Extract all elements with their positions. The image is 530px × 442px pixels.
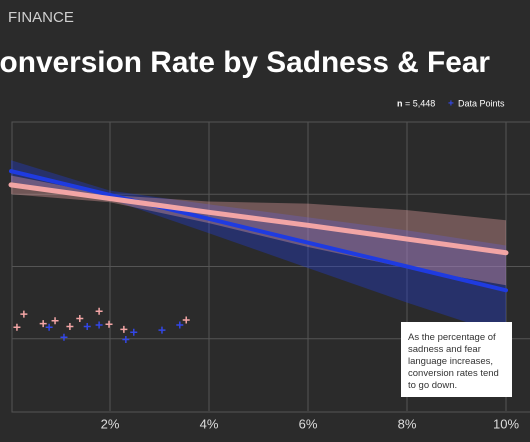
sample-size-label: n — [397, 98, 403, 108]
data-point — [95, 307, 103, 315]
legend-symbol: + — [448, 99, 454, 110]
data-point — [158, 326, 166, 334]
annotation: As the percentage of sadness and fear la… — [401, 322, 512, 397]
data-point — [60, 333, 68, 341]
sample-size-value: = 5,448 — [405, 98, 435, 108]
data-point — [122, 335, 130, 343]
x-tick-label: 6% — [299, 416, 318, 431]
data-point — [76, 315, 84, 323]
x-tick-label: 2% — [101, 416, 120, 431]
data-point — [20, 310, 28, 318]
data-point — [13, 323, 21, 331]
data-point — [39, 320, 47, 328]
data-point — [51, 317, 59, 325]
data-point — [130, 328, 138, 336]
legend-label: Data Points — [458, 98, 505, 108]
trend-line — [9, 169, 508, 293]
data-point — [182, 316, 190, 324]
data-point — [66, 322, 74, 330]
data-point — [176, 321, 184, 329]
data-point — [120, 325, 128, 333]
x-tick-label: 8% — [398, 416, 417, 431]
data-point — [105, 320, 113, 328]
data-point — [95, 321, 103, 329]
x-tick-label: 4% — [200, 416, 219, 431]
x-tick-label: 10% — [493, 416, 519, 431]
data-point — [83, 322, 91, 330]
chart-title: Conversion Rate by Sadness & Fear — [0, 46, 490, 79]
data-point — [45, 323, 53, 331]
section-label: FINANCE — [8, 9, 74, 26]
trend-line — [8, 182, 509, 256]
